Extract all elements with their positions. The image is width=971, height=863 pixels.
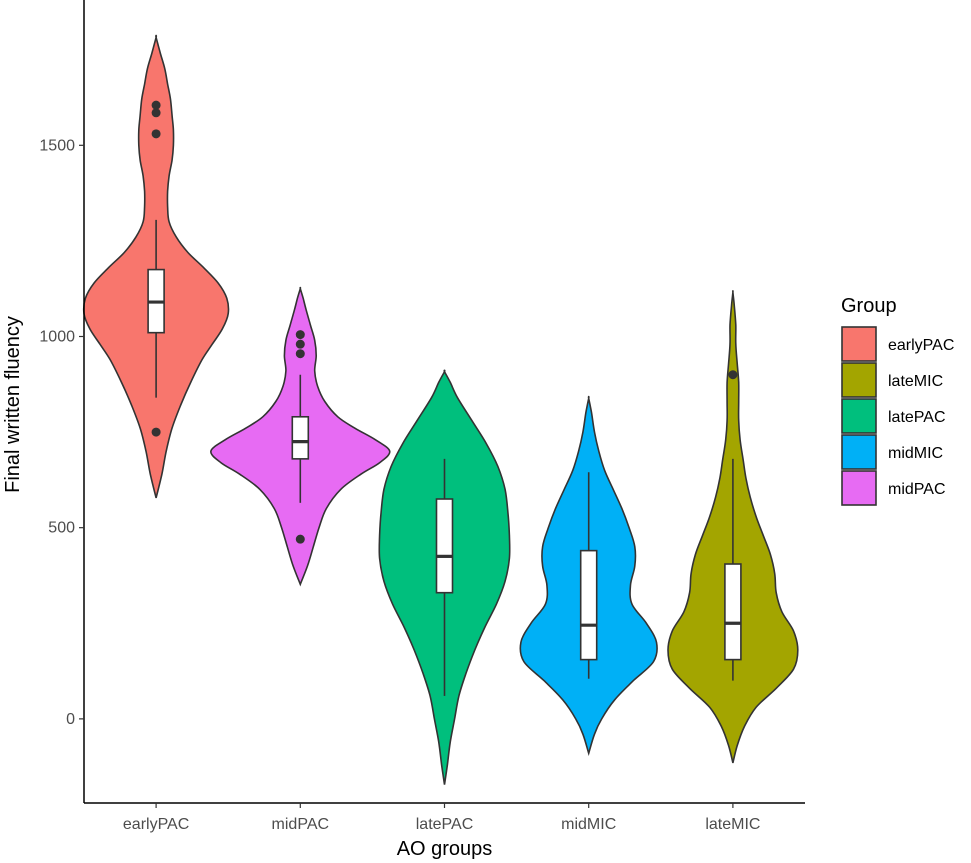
x-tick-label: latePAC bbox=[416, 816, 474, 833]
box-lateMIC bbox=[724, 563, 742, 661]
outlier-point-earlyPAC bbox=[151, 108, 161, 118]
box-midPAC bbox=[291, 415, 310, 460]
y-tick-label: 0 bbox=[66, 711, 75, 728]
x-tick-label: midMIC bbox=[561, 816, 616, 833]
legend-swatch-lateMIC bbox=[841, 362, 877, 398]
legend-label-midPAC: midPAC bbox=[888, 481, 946, 498]
outlier-point-midPAC bbox=[295, 534, 305, 544]
x-axis-ticks: earlyPAC midPAC latePAC midMIC lateMIC bbox=[123, 803, 760, 833]
outlier-point-earlyPAC bbox=[151, 427, 161, 437]
outlier-point-lateMIC bbox=[728, 370, 738, 380]
legend-label-lateMIC: lateMIC bbox=[888, 373, 943, 390]
outlier-point-midPAC bbox=[295, 330, 305, 340]
violins-layer bbox=[82, 34, 799, 785]
outlier-point-midPAC bbox=[295, 339, 305, 349]
outlier-point-earlyPAC bbox=[151, 129, 161, 139]
outlier-point-midPAC bbox=[295, 349, 305, 359]
outlier-point-earlyPAC bbox=[151, 100, 161, 110]
legend-items: earlyPAC lateMIC latePAC midMIC midPAC bbox=[841, 326, 954, 506]
legend-label-latePAC: latePAC bbox=[888, 409, 946, 426]
y-tick-label: 1000 bbox=[39, 328, 75, 345]
box-latePAC bbox=[435, 498, 454, 594]
legend: Group earlyPAC lateMIC latePAC midMIC midPAC bbox=[841, 295, 954, 506]
y-tick-label: 500 bbox=[48, 520, 75, 537]
legend-title: Group bbox=[841, 295, 897, 317]
legend-label-midMIC: midMIC bbox=[888, 445, 943, 462]
x-tick-label: earlyPAC bbox=[123, 816, 189, 833]
legend-swatch-earlyPAC bbox=[841, 326, 877, 362]
y-axis-ticks: 0 500 1000 1500 bbox=[39, 137, 84, 728]
x-axis-title: AO groups bbox=[397, 838, 493, 860]
legend-swatch-midPAC bbox=[841, 470, 877, 506]
x-tick-label: lateMIC bbox=[705, 816, 760, 833]
y-axis-title: Final written fluency bbox=[2, 316, 24, 493]
legend-swatch-midMIC bbox=[841, 434, 877, 470]
legend-label-earlyPAC: earlyPAC bbox=[888, 337, 954, 354]
legend-swatch-latePAC bbox=[841, 398, 877, 434]
y-tick-label: 1500 bbox=[39, 137, 75, 154]
x-tick-label: midPAC bbox=[272, 816, 330, 833]
box-midMIC bbox=[579, 549, 598, 661]
boxplots-layer bbox=[147, 100, 742, 696]
